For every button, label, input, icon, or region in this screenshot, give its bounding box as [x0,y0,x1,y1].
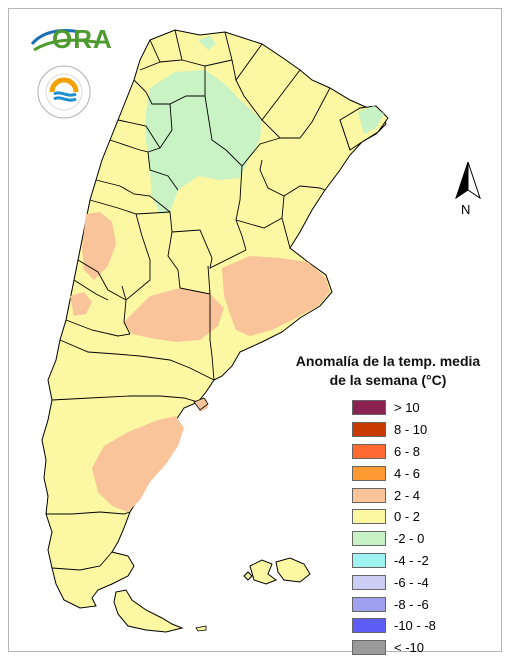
malvinas-islands [243,557,311,585]
warm-anomaly-buenos-aires [222,256,330,336]
legend-label: -4 - -2 [394,552,429,568]
legend-label: > 10 [394,400,420,416]
legend-swatch [352,531,386,547]
tierra-del-fuego [113,589,184,633]
legend-swatch [352,400,386,416]
legend-item: -10 - -8 [352,615,436,637]
legend-swatch [352,443,386,459]
legend-swatch [352,552,386,568]
legend-swatch [352,618,386,634]
legend-item: 0 - 2 [352,506,436,528]
legend-swatch [352,574,386,590]
legend-label: -10 - -8 [394,618,436,634]
legend-label: 0 - 2 [394,509,421,525]
legend-item: > 10 [352,397,436,419]
legend-swatch [352,422,386,438]
legend-swatch [352,596,386,612]
north-label: N [461,202,471,217]
legend-label: 4 - 6 [394,465,421,481]
legend-item: 4 - 6 [352,462,436,484]
legend-item: < -10 [352,637,436,659]
legend: Anomalía de la temp. media de la semana … [282,352,494,656]
legend-swatch [352,487,386,503]
ora-logo-text: ORA [52,24,113,54]
peninsula-valdes [193,397,209,411]
legend-label: 2 - 4 [394,487,421,503]
legend-swatch [352,465,386,481]
legend-label: -2 - 0 [394,531,425,547]
province-borders [46,29,331,571]
legend-item: -6 - -4 [352,571,436,593]
legend-label: -8 - -6 [394,596,429,612]
map-frame [8,8,502,652]
legend-item: 8 - 10 [352,419,436,441]
cool-anomaly-small [198,36,216,50]
legend-title-line1: Anomalía de la temp. media [295,353,481,369]
legend-label: 8 - 10 [394,422,428,438]
legend-swatch [352,640,386,656]
legend-label: 6 - 8 [394,443,421,459]
legend-label: -6 - -4 [394,574,429,590]
legend-item: 6 - 8 [352,441,436,463]
legend-item: 2 - 4 [352,484,436,506]
cool-anomaly-north [146,70,262,214]
legend-item: -2 - 0 [352,528,436,550]
legend-title-line2: de la semana (°C) [329,372,447,388]
warm-anomaly-cuyo [82,212,116,280]
isla-de-los-estados [195,625,207,632]
smn-seal-icon [36,64,92,120]
ora-swoosh-icon [30,29,97,52]
warm-anomaly-mendoza [70,292,92,316]
legend-items: > 10 8 - 10 6 - 8 4 - 6 2 - 4 0 - 2 -2 - 0 -4 -… [352,397,436,659]
legend-swatch [352,509,386,525]
legend-label: < -10 [394,640,424,656]
cool-anomaly-ne [358,106,384,134]
warm-anomaly-la-pampa [124,288,224,342]
legend-item: -4 - -2 [352,550,436,572]
warm-anomaly-chubut [92,416,184,512]
north-arrow-icon [452,160,484,220]
legend-item: -8 - -6 [352,593,436,615]
ora-logo: ORA [30,22,112,62]
